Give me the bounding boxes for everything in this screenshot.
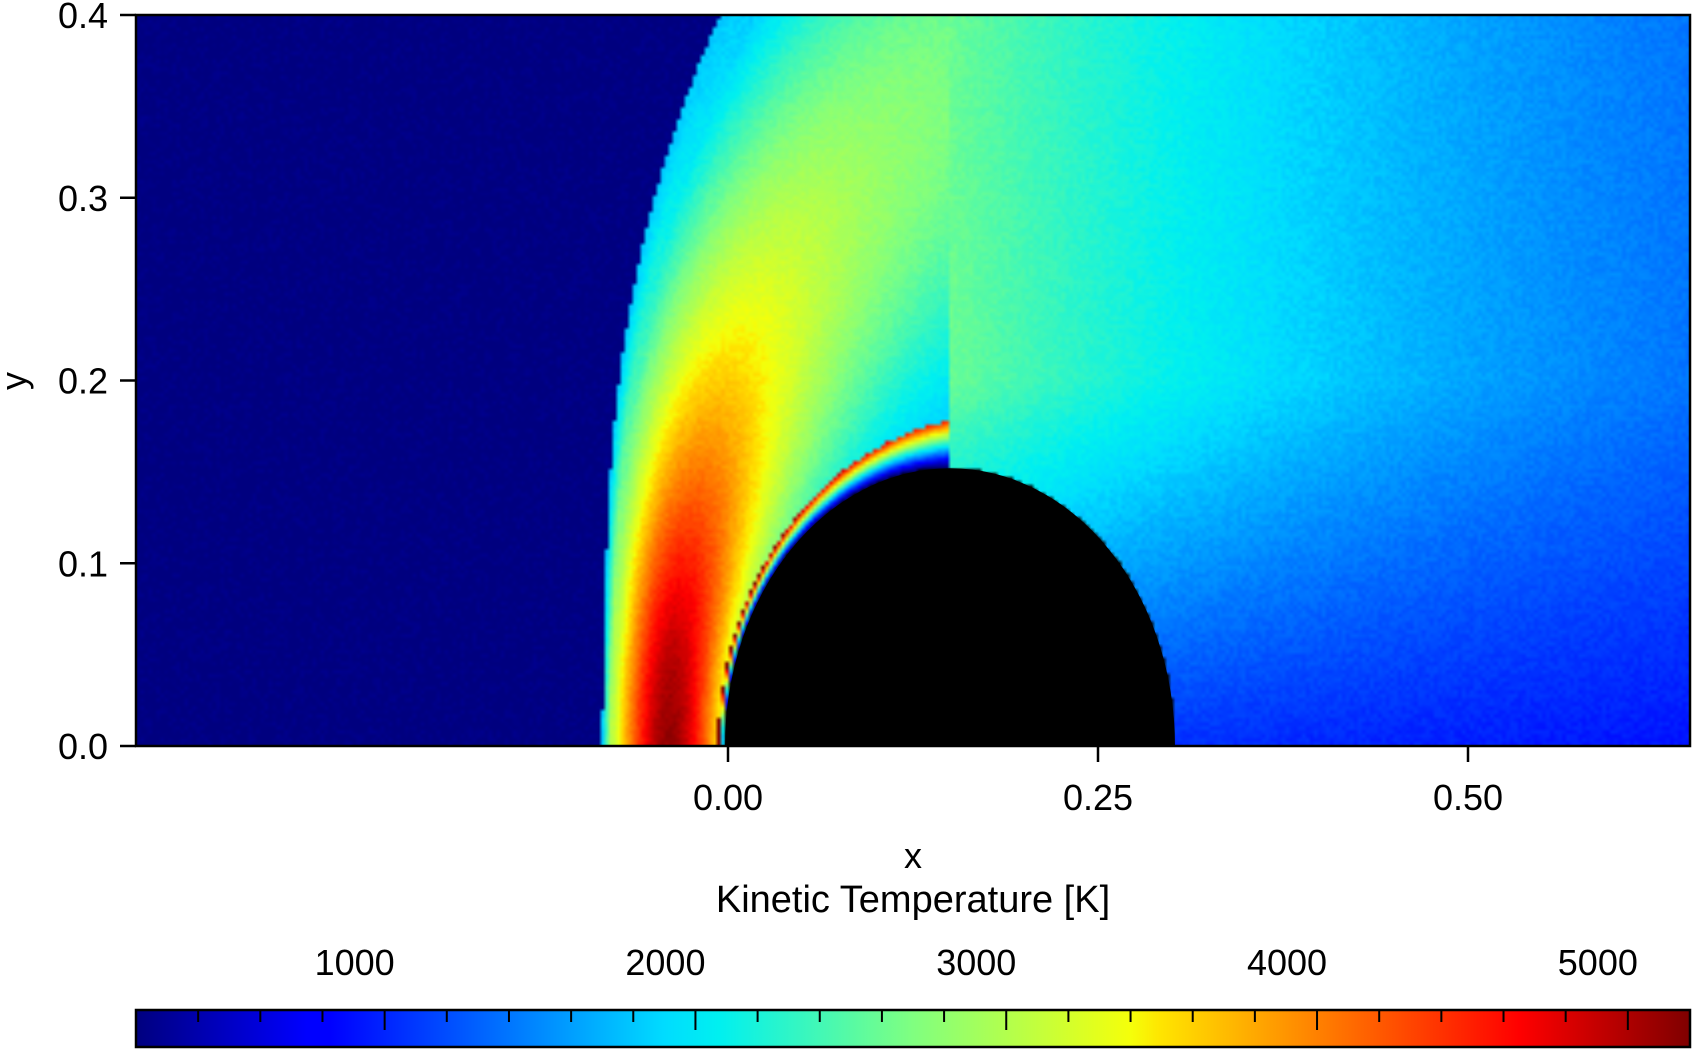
plot-area bbox=[136, 15, 1690, 746]
y-tick-label: 0.2 bbox=[58, 361, 108, 402]
x-tick-label: 0.50 bbox=[1433, 777, 1503, 818]
colorbar-tick-label: 4000 bbox=[1247, 942, 1327, 983]
colorbar-tick-label: 2000 bbox=[625, 942, 705, 983]
colorbar-tick-label: 5000 bbox=[1558, 942, 1638, 983]
y-tick-label: 0.3 bbox=[58, 178, 108, 219]
colorbar-gradient bbox=[136, 1010, 1690, 1047]
y-tick-label: 0.1 bbox=[58, 543, 108, 584]
y-tick-label: 0.4 bbox=[58, 0, 108, 36]
colorbar-tick-label: 1000 bbox=[315, 942, 395, 983]
x-tick-label: 0.25 bbox=[1063, 777, 1133, 818]
x-axis-label: x bbox=[904, 835, 922, 876]
y-axis: 0.0 0.1 0.2 0.3 0.4 bbox=[58, 0, 136, 767]
x-tick-label: 0.00 bbox=[693, 777, 763, 818]
colorbar-title: Kinetic Temperature [K] bbox=[716, 879, 1110, 921]
colorbar: Kinetic Temperature [K] 1000 2000 3000 4000… bbox=[136, 879, 1690, 1047]
colorbar-tick-label: 3000 bbox=[936, 942, 1016, 983]
x-axis: 0.00 0.25 0.50 bbox=[693, 746, 1503, 818]
y-tick-label: 0.0 bbox=[58, 726, 108, 767]
y-axis-label: y bbox=[0, 372, 34, 390]
